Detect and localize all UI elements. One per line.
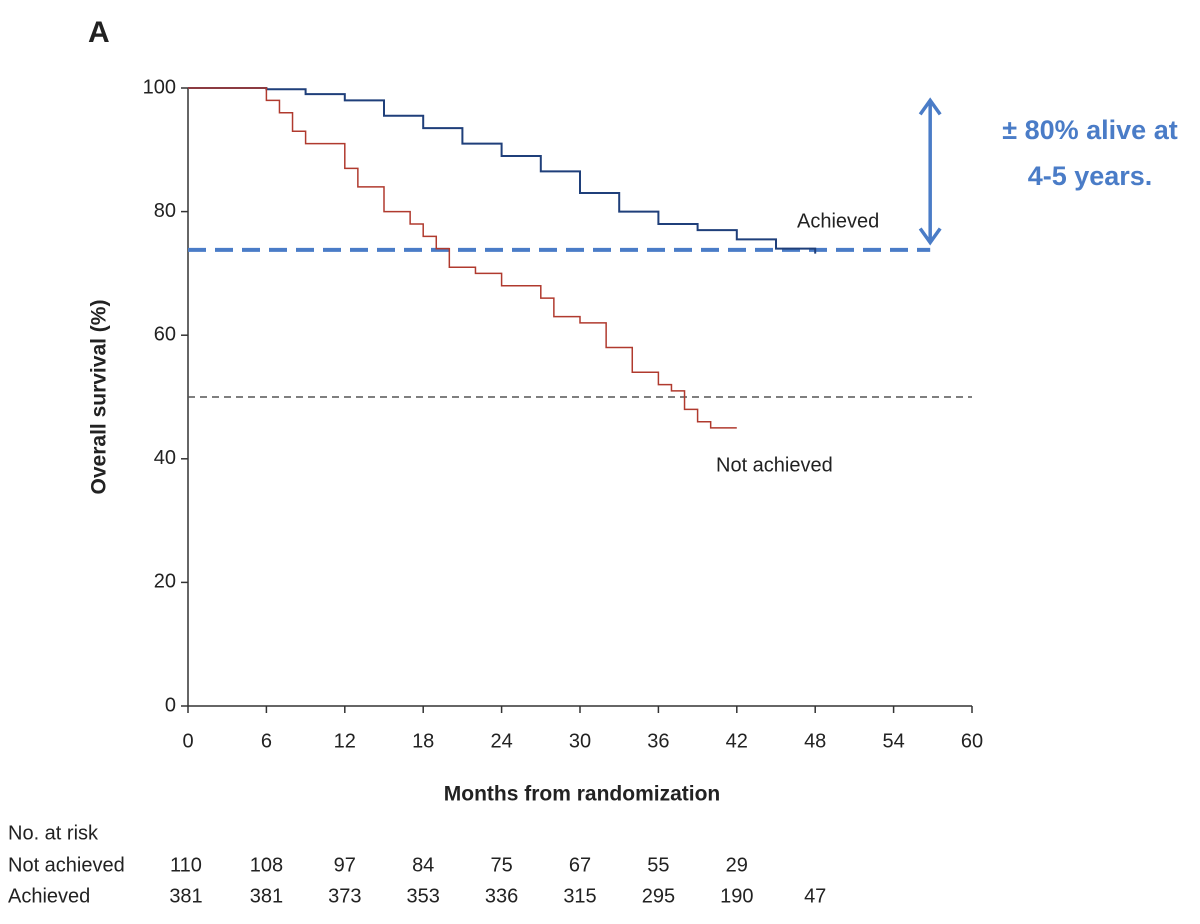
risk-value: 381: [169, 885, 202, 907]
risk-value: 108: [250, 854, 283, 876]
survival-curve: [188, 87, 817, 254]
y-axis-label: Overall survival (%): [88, 300, 111, 495]
x-tick-label: 48: [804, 730, 826, 752]
arrow-head: [918, 97, 942, 116]
risk-row-name: Achieved: [8, 885, 90, 907]
risk-value: 47: [804, 885, 826, 907]
y-tick-label: 0: [165, 694, 176, 716]
risk-value: 29: [726, 854, 748, 876]
x-tick-label: 6: [261, 730, 272, 752]
risk-value: 295: [642, 885, 675, 907]
x-tick-label: 24: [490, 730, 512, 752]
x-axis-label: Months from randomization: [444, 783, 721, 806]
risk-table-title: No. at risk: [8, 822, 99, 844]
risk-value: 373: [328, 885, 361, 907]
risk-value: 336: [485, 885, 518, 907]
y-tick-label: 60: [154, 323, 176, 345]
x-tick-label: 30: [569, 730, 591, 752]
risk-row-name: Not achieved: [8, 854, 125, 876]
x-tick-label: 0: [182, 730, 193, 752]
y-tick-label: 20: [154, 571, 176, 593]
risk-value: 67: [569, 854, 591, 876]
risk-value: 110: [170, 854, 202, 876]
x-tick-label: 60: [961, 730, 983, 752]
x-tick-label: 12: [334, 730, 356, 752]
risk-value: 75: [490, 854, 512, 876]
y-tick-label: 80: [154, 200, 176, 222]
panel-label: A: [88, 16, 110, 49]
series-label: Achieved: [797, 210, 879, 232]
annotation: 4-5 years.: [1028, 161, 1153, 191]
risk-value: 97: [334, 854, 356, 876]
risk-value: 353: [407, 885, 440, 907]
risk-value: 315: [563, 885, 596, 907]
x-tick-label: 18: [412, 730, 434, 752]
y-tick-label: 100: [143, 76, 176, 98]
series-label: Not achieved: [716, 454, 833, 476]
x-tick-label: 54: [882, 730, 904, 752]
risk-value: 84: [412, 854, 434, 876]
x-tick-label: 42: [726, 730, 748, 752]
arrow-head: [918, 227, 942, 246]
risk-value: 55: [647, 854, 669, 876]
x-tick-label: 36: [647, 730, 669, 752]
risk-value: 190: [720, 885, 753, 907]
survival-curve: [188, 87, 737, 429]
annotation: ± 80% alive at: [1002, 115, 1177, 145]
risk-value: 381: [250, 885, 283, 907]
y-tick-label: 40: [154, 447, 176, 469]
